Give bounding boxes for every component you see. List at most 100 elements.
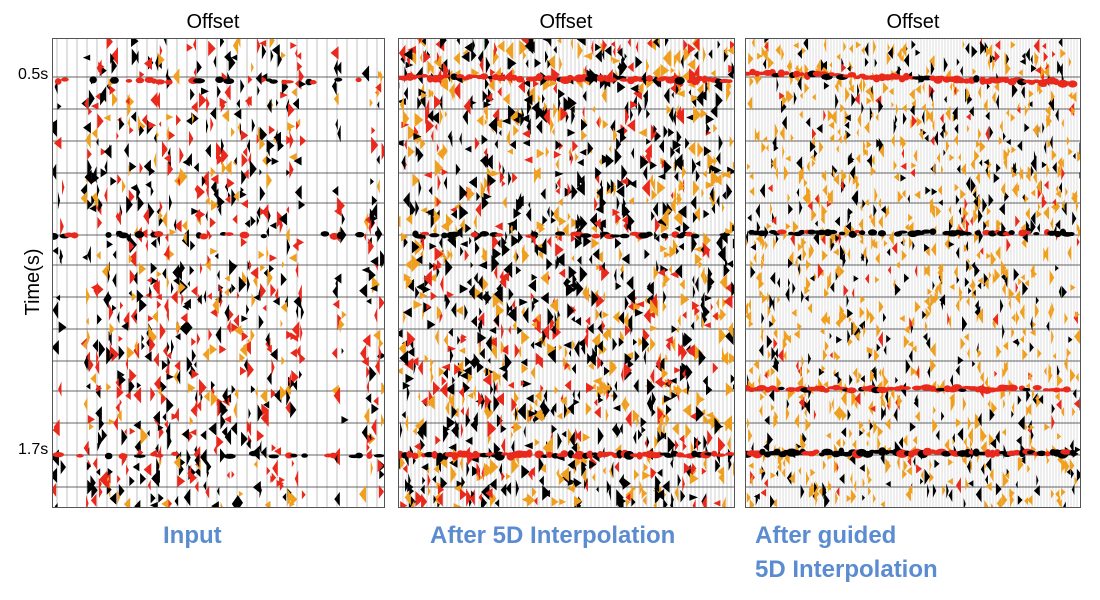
wavelet-mark	[477, 331, 487, 344]
wavelet-mark	[811, 159, 816, 168]
wavelet-mark	[499, 462, 502, 478]
reflector-mark	[153, 230, 164, 237]
wavelet-mark	[705, 416, 713, 427]
wavelet-mark	[955, 246, 960, 260]
wavelet-mark	[489, 478, 497, 491]
wavelet-mark	[1071, 483, 1075, 496]
wavelet-mark	[677, 314, 681, 327]
wavelet-mark	[1071, 106, 1076, 116]
reflector-mark	[958, 388, 967, 393]
wavelet-mark	[1050, 489, 1055, 499]
wavelet-mark	[1007, 146, 1011, 156]
wavelet-mark	[1036, 210, 1042, 219]
wavelet-mark	[1055, 184, 1059, 194]
wavelet-mark	[686, 113, 695, 121]
wavelet-mark	[1076, 237, 1080, 247]
wavelet-mark	[770, 495, 775, 507]
wavelet-mark	[701, 495, 707, 507]
wavelet-mark	[150, 386, 156, 402]
wavelet-mark	[488, 88, 491, 98]
wavelet-mark	[136, 382, 142, 389]
wavelet-mark	[702, 242, 711, 258]
wavelet-mark	[703, 456, 707, 472]
wavelet-mark	[553, 46, 557, 54]
wavelet-mark	[866, 440, 869, 447]
wavelet-mark	[726, 183, 733, 200]
wavelet-mark	[870, 214, 876, 229]
wavelet-mark	[161, 140, 168, 158]
wavelet-mark	[850, 472, 853, 486]
wavelet-mark	[910, 105, 915, 116]
wavelet-mark	[963, 333, 969, 341]
wavelet-mark	[911, 99, 916, 108]
wavelet-mark	[614, 461, 620, 473]
wavelet-mark	[465, 356, 472, 367]
wavelet-mark	[630, 108, 633, 122]
wavelet-mark	[796, 156, 803, 170]
wavelet-mark	[953, 85, 960, 97]
wavelet-mark	[87, 199, 93, 210]
wavelet-mark	[341, 347, 344, 355]
wavelet-mark	[682, 221, 690, 234]
wavelet-mark	[595, 167, 602, 179]
wavelet-mark	[707, 429, 713, 446]
wavelet-mark	[1021, 52, 1026, 60]
reflector-mark	[1036, 450, 1047, 457]
wavelet-mark	[682, 369, 686, 379]
wavelet-mark	[573, 280, 580, 292]
wavelet-mark	[183, 488, 191, 507]
wavelet-mark	[166, 373, 175, 380]
wavelet-mark	[612, 310, 620, 324]
wavelet-mark	[870, 405, 876, 413]
wavelet-mark	[1001, 268, 1008, 278]
wavelet-mark	[703, 435, 708, 450]
wavelet-mark	[678, 83, 682, 95]
wavelet-mark	[471, 49, 477, 62]
wavelet-mark	[401, 232, 409, 242]
wavelet-mark	[654, 217, 661, 234]
wavelet-mark	[441, 168, 449, 176]
wavelet-mark	[177, 475, 186, 488]
wavelet-mark	[653, 265, 659, 281]
wavelet-mark	[505, 41, 514, 60]
wavelet-mark	[430, 291, 437, 301]
wavelet-mark	[524, 156, 533, 164]
wavelet-mark	[849, 374, 853, 386]
wavelet-mark	[1043, 247, 1047, 262]
wavelet-mark	[241, 331, 249, 342]
wavelet-mark	[522, 306, 529, 324]
wavelet-mark	[405, 414, 409, 432]
wavelet-mark	[815, 480, 820, 495]
wavelet-mark	[1061, 285, 1067, 299]
wavelet-mark	[268, 125, 275, 135]
reflector-mark	[301, 453, 308, 458]
wavelet-mark	[298, 80, 307, 88]
wavelet-mark	[466, 278, 472, 287]
reflector-mark	[1042, 388, 1050, 392]
wavelet-mark	[426, 98, 430, 117]
wavelet-mark	[1002, 428, 1007, 436]
wavelet-mark	[920, 469, 924, 481]
wavelet-mark	[197, 294, 202, 305]
wavelet-mark	[418, 39, 422, 45]
wavelet-mark	[682, 311, 687, 319]
wavelet-mark	[905, 358, 911, 375]
wavelet-mark	[452, 376, 455, 385]
wavelet-mark	[845, 221, 852, 232]
wavelet-mark	[1030, 263, 1035, 279]
wavelet-mark	[476, 462, 481, 477]
wavelet-mark	[246, 304, 250, 315]
wavelet-mark	[289, 131, 294, 150]
reflector-mark	[109, 76, 119, 84]
wavelet-mark	[97, 183, 100, 197]
wavelet-mark	[726, 83, 731, 102]
wavelet-mark	[582, 90, 587, 102]
wavelet-mark	[173, 218, 177, 232]
wavelet-mark	[441, 376, 447, 386]
wavelet-mark	[864, 42, 869, 57]
wavelet-mark	[190, 88, 195, 101]
wavelet-mark	[862, 427, 866, 434]
wavelet-mark	[1035, 66, 1041, 75]
wavelet-mark	[126, 345, 135, 360]
wavelet-mark	[550, 405, 555, 417]
